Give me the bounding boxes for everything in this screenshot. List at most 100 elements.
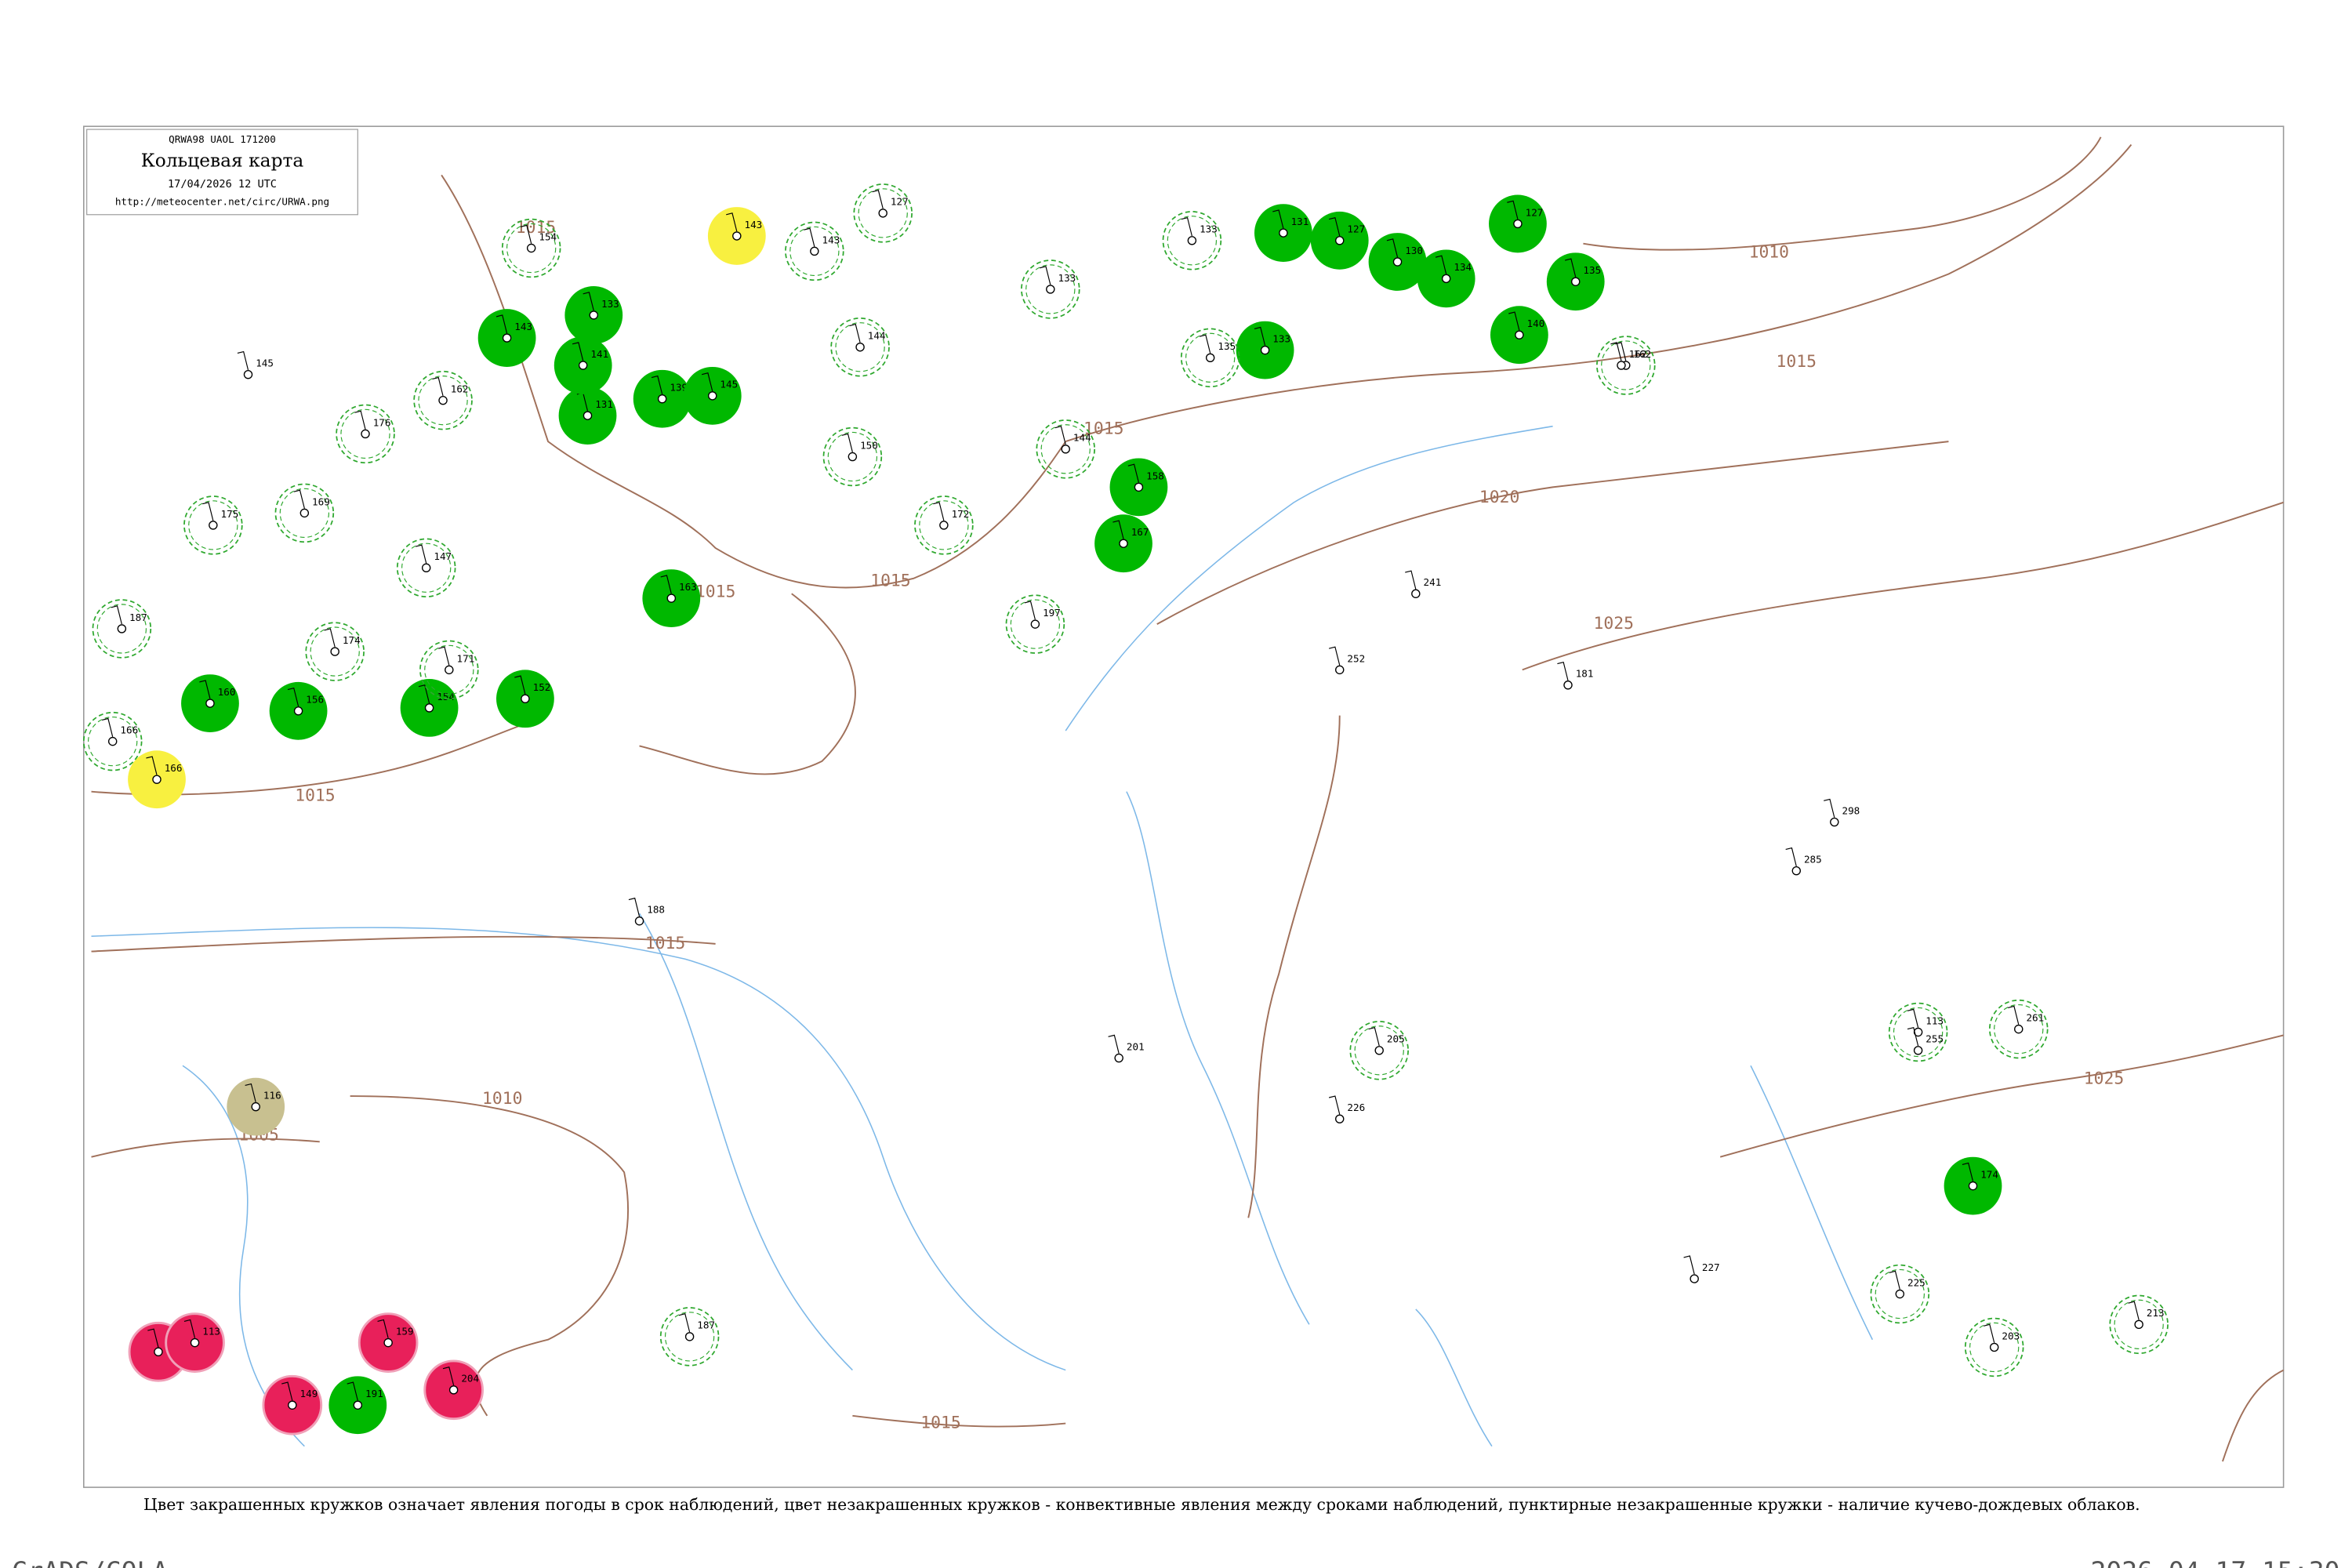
station: 133 xyxy=(1021,260,1080,319)
station-wind xyxy=(183,1319,196,1338)
station: 213 xyxy=(2109,1294,2169,1355)
station: 133 xyxy=(1236,321,1294,379)
station-pressure: 175 xyxy=(221,508,239,520)
station: 255 xyxy=(1907,1026,1944,1055)
station-ring xyxy=(2114,1299,2164,1349)
station-ring xyxy=(419,640,479,700)
station-wind xyxy=(841,433,853,452)
station-pressure: 181 xyxy=(1576,668,1594,680)
station-pressure: 187 xyxy=(697,1319,715,1331)
header-frame xyxy=(86,129,358,216)
station-pressure: 261 xyxy=(2026,1012,2044,1024)
station-ring xyxy=(2109,1294,2169,1355)
station-pressure: 159 xyxy=(396,1326,414,1338)
station-ring xyxy=(1601,340,1651,390)
station-ring xyxy=(1893,1007,1944,1058)
station: 131 xyxy=(1254,204,1312,262)
station-wind xyxy=(1272,209,1284,229)
station-dot xyxy=(299,508,310,518)
station-pressure: 162 xyxy=(1633,348,1651,360)
station-wind xyxy=(1405,570,1417,590)
station-dot xyxy=(1134,482,1144,492)
station-dot xyxy=(205,699,215,708)
station-wind xyxy=(1907,1008,1919,1028)
station-ring xyxy=(853,183,913,243)
station-wind xyxy=(146,756,158,775)
station-dot xyxy=(288,1400,297,1410)
station-pressure: 133 xyxy=(1200,223,1218,235)
isobar-label: 1015 xyxy=(1777,352,1817,372)
station-dot xyxy=(330,647,339,656)
caption: Цвет закрашенных кружков означает явлени… xyxy=(143,1495,2140,1514)
station-wind xyxy=(1557,661,1569,681)
station-pressure: 166 xyxy=(165,762,183,774)
station-dot xyxy=(848,452,858,462)
station-ring xyxy=(1025,264,1076,314)
station-ring xyxy=(822,426,883,487)
station-dot xyxy=(209,521,218,530)
station-dot xyxy=(502,333,512,343)
station-wind xyxy=(101,717,114,737)
station-wind xyxy=(1024,601,1036,620)
station-ring xyxy=(789,226,840,277)
station-ring xyxy=(1349,1021,1409,1080)
station-pressure: 154 xyxy=(437,691,455,702)
station-dot xyxy=(684,1332,695,1341)
station-pressure: 141 xyxy=(590,348,608,360)
header-title: Кольцевая карта xyxy=(141,150,304,171)
station-pressure: 156 xyxy=(306,694,324,706)
station-ring xyxy=(914,495,974,555)
station-wind xyxy=(1610,342,1622,361)
station-ring xyxy=(858,188,908,238)
station-dot xyxy=(1968,1181,1978,1191)
station-dot xyxy=(1114,1053,1123,1063)
station-wind xyxy=(1983,1323,1995,1343)
header-url: http://meteocenter.net/circ/URWA.png xyxy=(115,196,329,208)
isobars xyxy=(91,136,2285,1462)
isobar-label: 1015 xyxy=(695,582,735,601)
station: 201 xyxy=(1108,1034,1145,1063)
isobar-label: 1015 xyxy=(295,786,335,806)
station-dot xyxy=(878,209,887,218)
station-ring xyxy=(396,538,456,598)
station-wind xyxy=(1683,1255,1695,1275)
station-ring xyxy=(188,500,238,550)
station: 261 xyxy=(1988,999,2049,1059)
station-ring xyxy=(413,370,473,430)
station-wind xyxy=(1889,1270,1900,1290)
footer-right: 2026-04-17-15:30 xyxy=(2091,1556,2340,1568)
station-pressure: 143 xyxy=(822,234,840,245)
station-wind xyxy=(111,605,122,625)
station-ring xyxy=(96,604,147,654)
station-pressure: 147 xyxy=(434,550,452,562)
station-ring xyxy=(401,543,452,593)
station-dot xyxy=(1061,445,1070,454)
station-dot xyxy=(526,243,536,253)
station-wind xyxy=(1564,258,1577,278)
station: 116 xyxy=(227,1077,285,1136)
station: 113 xyxy=(165,1312,225,1373)
station-pressure: 140 xyxy=(1527,318,1545,329)
station-ring xyxy=(1162,211,1222,270)
station-dot xyxy=(939,521,949,530)
station-dot xyxy=(448,1385,459,1395)
station-dot xyxy=(1411,589,1421,599)
station-dot xyxy=(424,703,434,713)
station-wind xyxy=(1181,216,1192,237)
station: 163 xyxy=(642,569,701,627)
station-pressure: 135 xyxy=(1218,340,1236,352)
station: 143 xyxy=(707,207,766,265)
station-ring xyxy=(1036,419,1095,479)
station-ring xyxy=(506,223,557,274)
station-pressure: 174 xyxy=(1980,1169,1998,1181)
station-pressure: 134 xyxy=(1454,261,1472,273)
station-dot xyxy=(1260,345,1270,355)
station-ring xyxy=(501,218,561,278)
station-wind xyxy=(1435,255,1447,274)
station-pressure: 176 xyxy=(373,416,391,428)
station-dot xyxy=(293,706,303,716)
station-ring xyxy=(1040,424,1091,474)
station: 144 xyxy=(1036,419,1095,479)
station-wind xyxy=(2008,1005,2020,1025)
